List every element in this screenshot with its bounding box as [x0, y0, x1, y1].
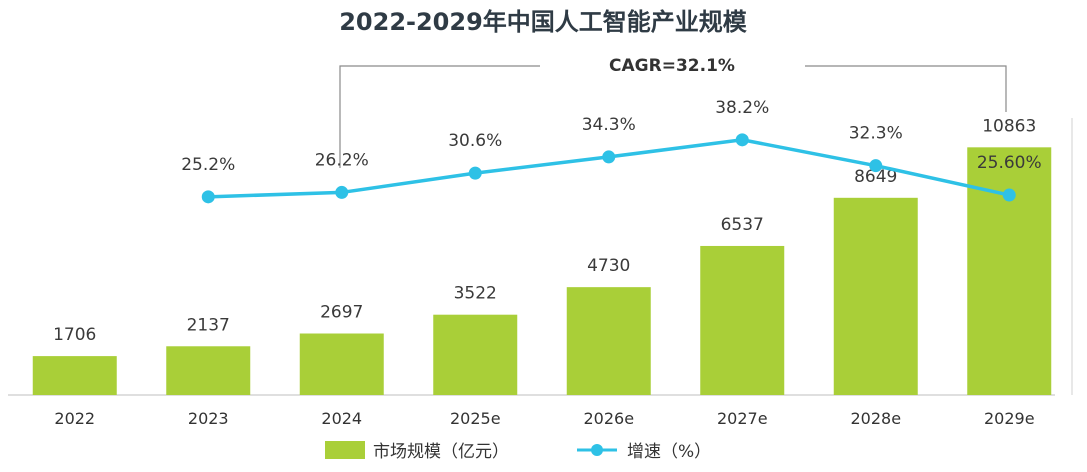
growth-point-2025e [468, 166, 482, 180]
chart-title: 2022-2029年中国人工智能产业规模 [339, 8, 748, 36]
bar-label-2024: 2697 [320, 303, 363, 323]
legend-line-label: 增速（%） [627, 442, 711, 462]
bar-label-2027e: 6537 [721, 215, 764, 235]
line-series [201, 133, 1016, 204]
growth-label-2023: 25.2% [181, 155, 235, 175]
bar-label-2025e: 3522 [454, 284, 497, 304]
bar-2029e [967, 147, 1052, 395]
x-tick-2022: 2022 [54, 409, 95, 428]
x-tick-2024: 2024 [321, 409, 362, 428]
x-tick-labels: 2022 2023 2024 2025e 2026e 2027e 2028e 2029e [54, 409, 1034, 428]
cagr-bracket [339, 65, 1007, 168]
bar-2027e [700, 245, 785, 395]
legend: 市场规模（亿元） 增速（%） [325, 441, 711, 462]
line-labels: 25.2% 26.2% 30.6% 34.3% 38.2% 32.3% 25.60% [181, 98, 1041, 175]
growth-label-2026e: 34.3% [582, 115, 636, 135]
bar-2023 [166, 346, 251, 395]
growth-point-2023 [201, 190, 215, 204]
growth-point-2027e [735, 133, 749, 147]
bar-2026e [566, 287, 651, 395]
bar-2024 [299, 333, 384, 395]
legend-bar-swatch [325, 441, 365, 459]
legend-line-marker [591, 444, 603, 456]
growth-label-2028e: 32.3% [849, 124, 903, 144]
growth-point-2029e [1002, 188, 1016, 202]
legend-bar-label: 市场规模（亿元） [373, 442, 509, 462]
growth-point-2028e [869, 159, 883, 173]
bar-series [32, 147, 1052, 395]
x-tick-2026e: 2026e [583, 409, 634, 428]
growth-label-2025e: 30.6% [448, 131, 502, 151]
bar-label-2022: 1706 [53, 325, 96, 345]
x-tick-2027e: 2027e [717, 409, 768, 428]
bar-labels: 1706 2137 2697 3522 4730 6537 8649 10863 [53, 116, 1036, 345]
x-tick-2028e: 2028e [850, 409, 901, 428]
growth-label-2027e: 38.2% [715, 98, 769, 118]
growth-label-2029e: 25.60% [977, 153, 1042, 173]
bar-2028e [833, 197, 918, 395]
bar-label-2026e: 4730 [587, 256, 630, 276]
bar-label-2023: 2137 [187, 315, 230, 335]
bar-label-2028e: 8649 [854, 167, 897, 187]
bar-2025e [433, 314, 518, 395]
x-tick-2029e: 2029e [984, 409, 1035, 428]
bar-2022 [32, 356, 117, 395]
growth-label-2024: 26.2% [315, 150, 369, 170]
x-tick-2025e: 2025e [450, 409, 501, 428]
bar-label-2029e: 10863 [982, 116, 1036, 136]
growth-point-2024 [335, 185, 349, 199]
cagr-annotation: CAGR=32.1% [609, 56, 735, 76]
growth-point-2026e [602, 150, 616, 164]
x-tick-2023: 2023 [188, 409, 229, 428]
